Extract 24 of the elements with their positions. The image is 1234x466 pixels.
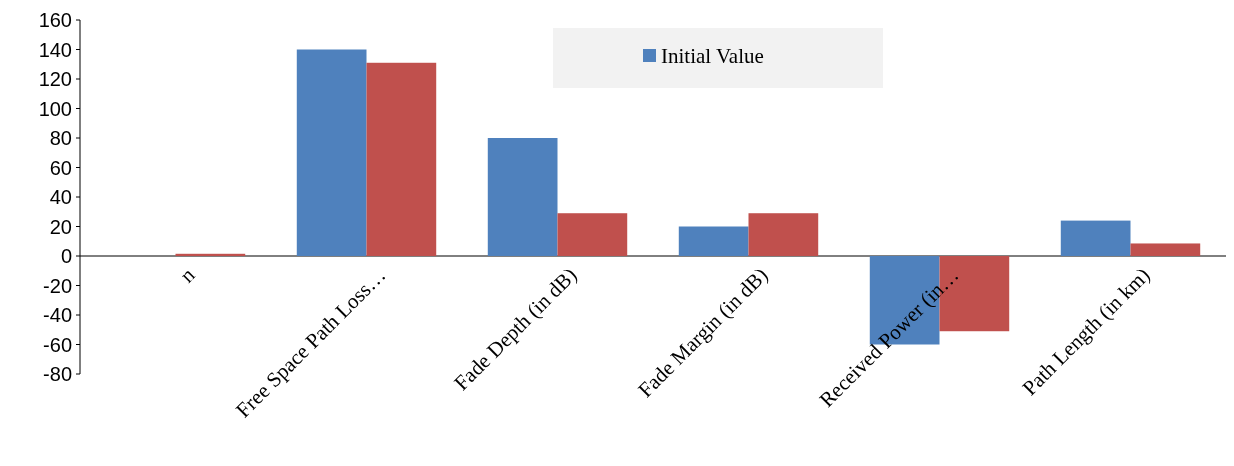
legend-label: Initial Value — [661, 44, 764, 69]
bar — [1060, 220, 1131, 256]
bar — [557, 213, 628, 256]
y-tick-label: 140 — [38, 38, 72, 61]
y-tick-label: -20 — [43, 274, 72, 297]
bar — [296, 49, 367, 256]
y-tick-label: 20 — [49, 215, 72, 238]
y-tick-label: 60 — [49, 156, 72, 179]
bar — [366, 62, 437, 256]
bar — [487, 138, 558, 256]
y-tick-label: -40 — [43, 304, 72, 326]
y-tick-label: -80 — [43, 363, 72, 385]
y-tick-label: -60 — [43, 333, 72, 356]
y-tick-label: 160 — [38, 9, 72, 31]
bar — [175, 253, 246, 256]
bar — [1130, 243, 1201, 256]
x-tick-label: n — [175, 262, 200, 288]
y-tick-label: 0 — [60, 245, 72, 267]
bar — [678, 226, 749, 256]
y-tick-label: 80 — [49, 127, 72, 149]
y-tick-label: 40 — [49, 186, 72, 208]
bar — [748, 213, 819, 256]
y-tick-label: 100 — [38, 97, 72, 120]
y-tick-label: 120 — [38, 68, 72, 90]
